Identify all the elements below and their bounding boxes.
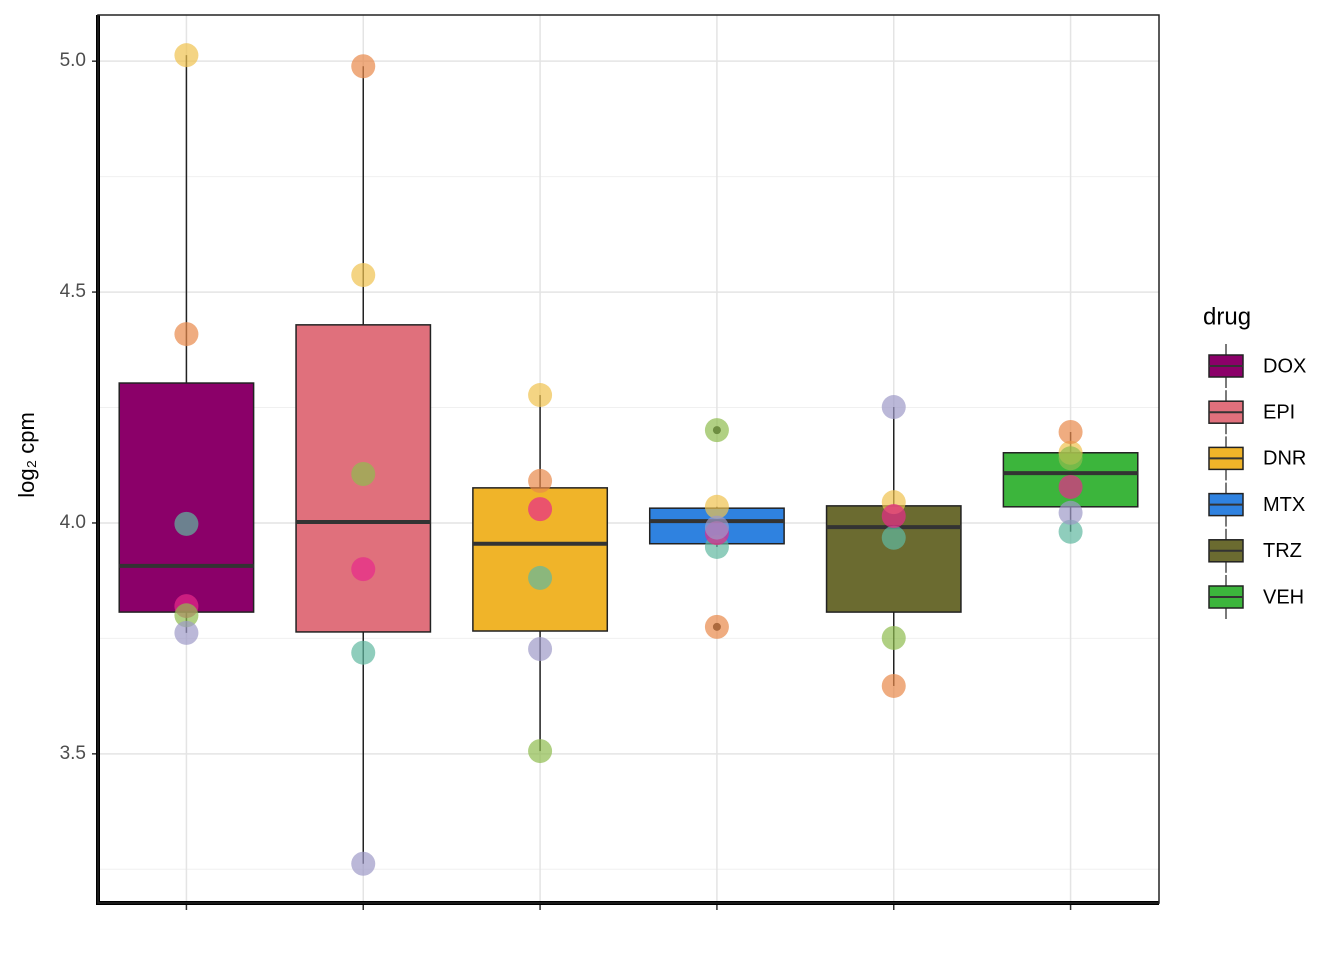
point	[881, 504, 906, 529]
legend-label: MTX	[1263, 494, 1305, 516]
point	[351, 462, 376, 487]
point	[174, 322, 199, 347]
point	[528, 637, 553, 662]
point	[528, 383, 553, 408]
point	[1058, 519, 1083, 544]
legend-label: DNR	[1263, 448, 1306, 470]
point	[881, 525, 906, 550]
point	[174, 620, 199, 645]
point	[528, 739, 553, 764]
y-tick-label: 5.0	[60, 50, 86, 71]
point	[351, 557, 376, 582]
y-tick-label: 3.5	[60, 743, 86, 764]
legend-label: TRZ	[1263, 540, 1302, 562]
point	[704, 515, 729, 540]
point	[881, 395, 906, 420]
point	[881, 673, 906, 698]
y-axis-label: log₂ cpm	[14, 412, 39, 498]
panel-border	[97, 14, 1160, 904]
point	[174, 603, 199, 628]
point	[351, 640, 376, 665]
legend-label: EPI	[1263, 401, 1295, 423]
point	[174, 43, 199, 68]
point	[351, 851, 376, 876]
point	[174, 511, 199, 536]
point	[704, 494, 729, 519]
point	[704, 418, 729, 443]
point	[351, 54, 376, 79]
panel	[98, 15, 1159, 903]
point	[1058, 446, 1083, 471]
point	[351, 262, 376, 287]
y-tick-label: 4.5	[60, 281, 86, 302]
point	[528, 497, 553, 522]
box	[825, 505, 962, 613]
point	[1058, 474, 1083, 499]
point	[704, 614, 729, 639]
legend-label: VEH	[1263, 586, 1304, 608]
point	[528, 565, 553, 590]
point	[1058, 419, 1083, 444]
legend-label: DOX	[1263, 355, 1306, 377]
legend-title: drug	[1203, 303, 1251, 330]
point	[528, 468, 553, 493]
point	[881, 625, 906, 650]
box	[118, 382, 255, 613]
point	[1058, 500, 1083, 525]
y-tick-label: 4.0	[60, 512, 86, 533]
